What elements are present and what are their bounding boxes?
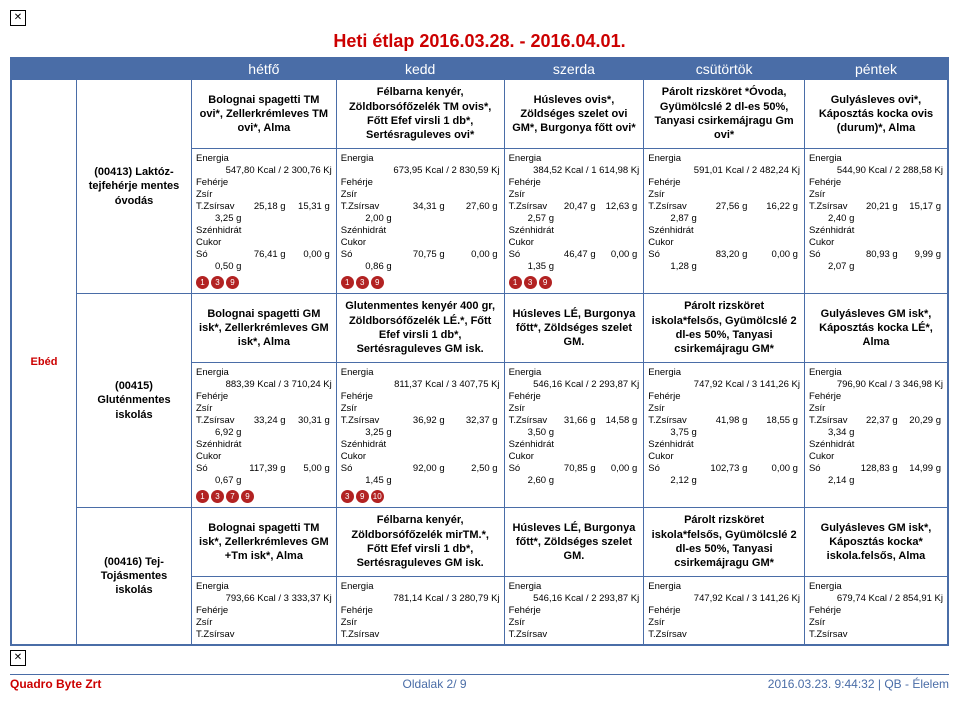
allergen-row: 139 [341, 276, 500, 289]
page-title: Heti étlap 2016.03.28. - 2016.04.01. [10, 31, 949, 52]
dish-name: Gulyásleves ovi*, Káposztás kocka ovis (… [804, 80, 948, 149]
allergen-row: 139 [509, 276, 640, 289]
allergen-dot: 3 [341, 490, 354, 503]
nutri-cell: Energia546,16 Kcal / 2 293,87 KjFehérjeZ… [504, 577, 644, 646]
close-button[interactable]: ✕ [10, 10, 26, 26]
footer: Quadro Byte Zrt Oldalak 2/ 9 2016.03.23.… [10, 674, 949, 691]
allergen-dot: 3 [211, 276, 224, 289]
allergen-row: 3910 [341, 490, 500, 503]
nutri-cell: Energia384,52 Kcal / 1 614,98 KjFehérjeZ… [504, 149, 644, 294]
nutri-cell: Energia793,66 Kcal / 3 333,37 KjFehérjeZ… [192, 577, 337, 646]
day-header: péntek [804, 58, 948, 80]
dish-name: Bolognai spagetti TM isk*, Zellerkrémlev… [192, 508, 337, 577]
allergen-row: 139 [196, 276, 332, 289]
footer-timestamp: 2016.03.23. 9:44:32 | QB - Élelem [768, 677, 949, 691]
dish-name: Bolognai spagetti TM ovi*, Zellerkrémlev… [192, 80, 337, 149]
allergen-dot: 1 [196, 276, 209, 289]
allergen-dot: 9 [539, 276, 552, 289]
nutri-cell: Energia546,16 Kcal / 2 293,87 KjFehérjeZ… [504, 363, 644, 508]
dish-name: Bolognai spagetti GM isk*, Zellerkrémlev… [192, 294, 337, 363]
dish-name: Párolt rizsköret iskola*felsős, Gyümölcs… [644, 294, 805, 363]
nutri-cell: Energia544,90 Kcal / 2 288,58 KjFehérjeZ… [804, 149, 948, 294]
footer-company: Quadro Byte Zrt [10, 677, 101, 691]
allergen-dot: 7 [226, 490, 239, 503]
allergen-dot: 1 [341, 276, 354, 289]
nutri-cell: Energia673,95 Kcal / 2 830,59 KjFehérjeZ… [336, 149, 504, 294]
nutri-cell: Energia547,80 Kcal / 2 300,76 KjFehérjeZ… [192, 149, 337, 294]
allergen-dot: 9 [226, 276, 239, 289]
nutri-cell: Energia679,74 Kcal / 2 854,91 KjFehérjeZ… [804, 577, 948, 646]
dish-name: Félbarna kenyér, Zöldborsófőzelék mirTM.… [336, 508, 504, 577]
dish-name: Húsleves LÉ, Burgonya főtt*, Zöldséges s… [504, 294, 644, 363]
dish-name: Gulyásleves GM isk*, Káposztás kocka* is… [804, 508, 948, 577]
meal-label: Ebéd [11, 80, 77, 646]
allergen-row: 1379 [196, 490, 332, 503]
nutri-cell: Energia796,90 Kcal / 3 346,98 KjFehérjeZ… [804, 363, 948, 508]
day-header: kedd [336, 58, 504, 80]
diet-label: (00416) Tej- Tojásmentes iskolás [77, 508, 192, 646]
allergen-dot: 3 [524, 276, 537, 289]
dish-name: Párolt rizsköret *Óvoda, Gyümölcslé 2 dl… [644, 80, 805, 149]
nutri-cell: Energia747,92 Kcal / 3 141,26 KjFehérjeZ… [644, 363, 805, 508]
allergen-dot: 9 [241, 490, 254, 503]
dish-name: Húsleves LÉ, Burgonya főtt*, Zöldséges s… [504, 508, 644, 577]
nutri-cell: Energia591,01 Kcal / 2 482,24 KjFehérjeZ… [644, 149, 805, 294]
dish-name: Félbarna kenyér, Zöldborsófőzelék TM ovi… [336, 80, 504, 149]
allergen-dot: 3 [211, 490, 224, 503]
diet-label: (00415) Gluténmentes iskolás [77, 294, 192, 508]
dish-name: Gulyásleves GM isk*, Káposztás kocka LÉ*… [804, 294, 948, 363]
nutri-cell: Energia811,37 Kcal / 3 407,75 KjFehérjeZ… [336, 363, 504, 508]
nutri-cell: Energia781,14 Kcal / 3 280,79 KjFehérjeZ… [336, 577, 504, 646]
diet-label: (00413) Laktóz-tejfehérje mentes óvodás [77, 80, 192, 294]
allergen-dot: 9 [356, 490, 369, 503]
allergen-dot: 1 [196, 490, 209, 503]
footer-pages: Oldalak 2/ 9 [403, 677, 467, 691]
day-header: szerda [504, 58, 644, 80]
allergen-dot: 10 [371, 490, 384, 503]
menu-table: hétfő kedd szerda csütörtök péntek Ebéd(… [10, 57, 949, 646]
nutri-cell: Energia747,92 Kcal / 3 141,26 KjFehérjeZ… [644, 577, 805, 646]
dish-name: Húsleves ovis*, Zöldséges szelet ovi GM*… [504, 80, 644, 149]
nutri-cell: Energia883,39 Kcal / 3 710,24 KjFehérjeZ… [192, 363, 337, 508]
day-header: csütörtök [644, 58, 805, 80]
allergen-dot: 1 [509, 276, 522, 289]
close-button-bottom[interactable]: ✕ [10, 650, 26, 666]
dish-name: Glutenmentes kenyér 400 gr, Zöldborsófőz… [336, 294, 504, 363]
dish-name: Párolt rizsköret iskola*felsős, Gyümölcs… [644, 508, 805, 577]
allergen-dot: 9 [371, 276, 384, 289]
day-header: hétfő [192, 58, 337, 80]
allergen-dot: 3 [356, 276, 369, 289]
